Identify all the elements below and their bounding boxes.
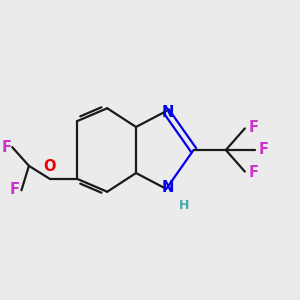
Text: F: F bbox=[2, 140, 11, 155]
Text: F: F bbox=[248, 165, 259, 180]
Text: F: F bbox=[248, 120, 259, 135]
Text: F: F bbox=[259, 142, 269, 158]
Text: N: N bbox=[161, 180, 174, 195]
Text: N: N bbox=[161, 105, 174, 120]
Text: O: O bbox=[44, 159, 56, 174]
Text: H: H bbox=[179, 199, 189, 212]
Text: F: F bbox=[10, 182, 20, 197]
